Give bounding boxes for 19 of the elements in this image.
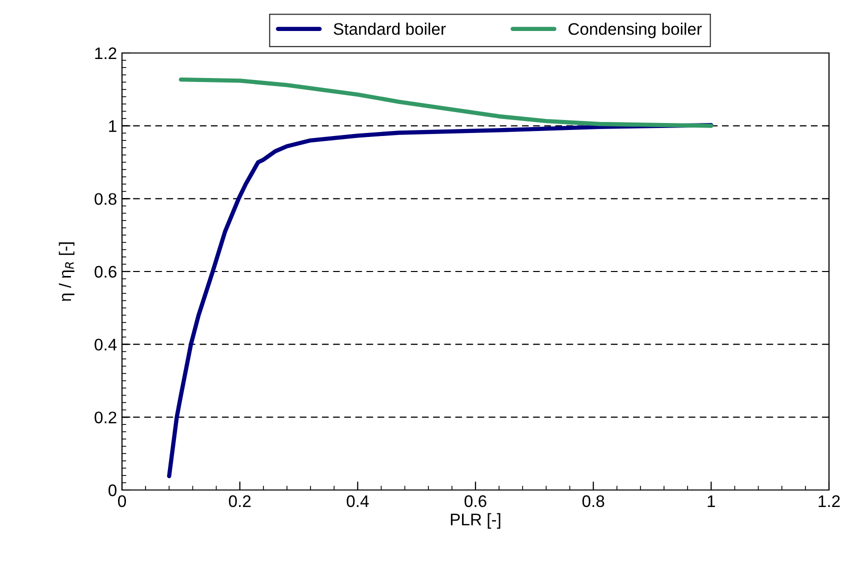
x-tick-label: 0.2 <box>228 495 251 508</box>
y-tick-label: 0.6 <box>94 266 116 278</box>
x-tick-label: 0.6 <box>464 495 486 508</box>
x-tick-label: 1 <box>708 495 715 507</box>
x-tick-label: 1.2 <box>818 495 840 507</box>
x-tick-label: 0.8 <box>582 495 604 508</box>
y-tick-label: 0.4 <box>94 338 117 351</box>
y-tick-label: 0.8 <box>94 193 116 205</box>
x-axis-title: PLR [-] <box>450 513 500 529</box>
legend-label: Condensing boiler <box>568 22 702 38</box>
line-series <box>178 78 714 128</box>
legend-label: Standard boiler <box>334 22 446 35</box>
x-tick-label: 0.4 <box>346 495 369 508</box>
y-tick-label: 0 <box>108 484 116 496</box>
x-tick-label: 0 <box>118 495 126 508</box>
y-tick-label: 1.2 <box>95 47 116 60</box>
y-axis-title: η / η$_{R}$ [-] <box>58 242 74 301</box>
y-tick-label: 1 <box>109 120 116 132</box>
y-tick-label: 0.2 <box>94 412 116 424</box>
